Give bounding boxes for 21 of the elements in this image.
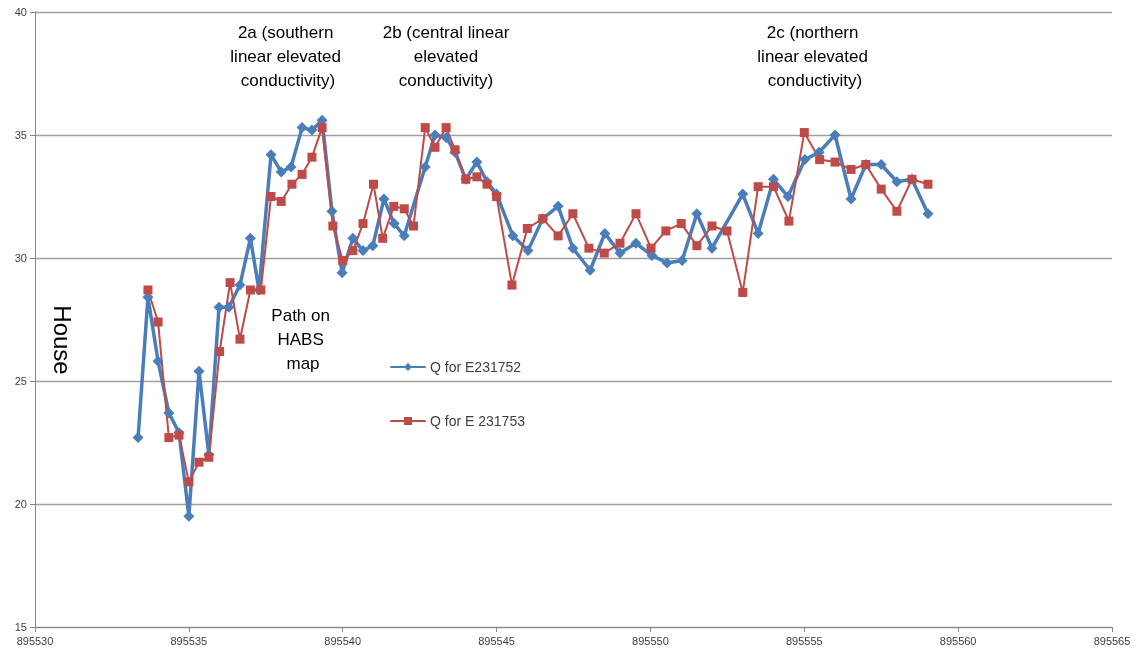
annotation: 2a (southern linear elevated conductivity) (230, 22, 346, 90)
x-tick-label: 895535 (170, 634, 208, 647)
x-tick-label: 895560 (939, 634, 977, 647)
y-tick-label: 35 (14, 129, 27, 141)
x-tick-label: 895555 (785, 634, 823, 647)
x-tick-label: 895530 (16, 634, 54, 647)
y-tick-label: 20 (14, 498, 27, 510)
y-tick-label: 15 (14, 621, 27, 633)
y-tick-label: 30 (14, 252, 27, 264)
x-tick-label: 895550 (632, 634, 669, 647)
y-tick-label: 40 (14, 6, 27, 18)
x-tick-label: 895565 (1093, 634, 1131, 647)
x-tick-label: 895545 (478, 634, 515, 647)
y-tick-label: 25 (14, 375, 27, 387)
annotation: House (48, 305, 76, 375)
annotation: 2c (northern linear elevated conductivity) (757, 22, 873, 90)
x-tick-label: 895540 (324, 634, 362, 647)
annotation: Path on HABS map (271, 305, 335, 373)
legend-label: Q for E231752 (430, 359, 522, 375)
annotation: 2b (central linear elevated conductivity) (382, 22, 510, 90)
legend-label: Q for E 231753 (430, 413, 526, 429)
